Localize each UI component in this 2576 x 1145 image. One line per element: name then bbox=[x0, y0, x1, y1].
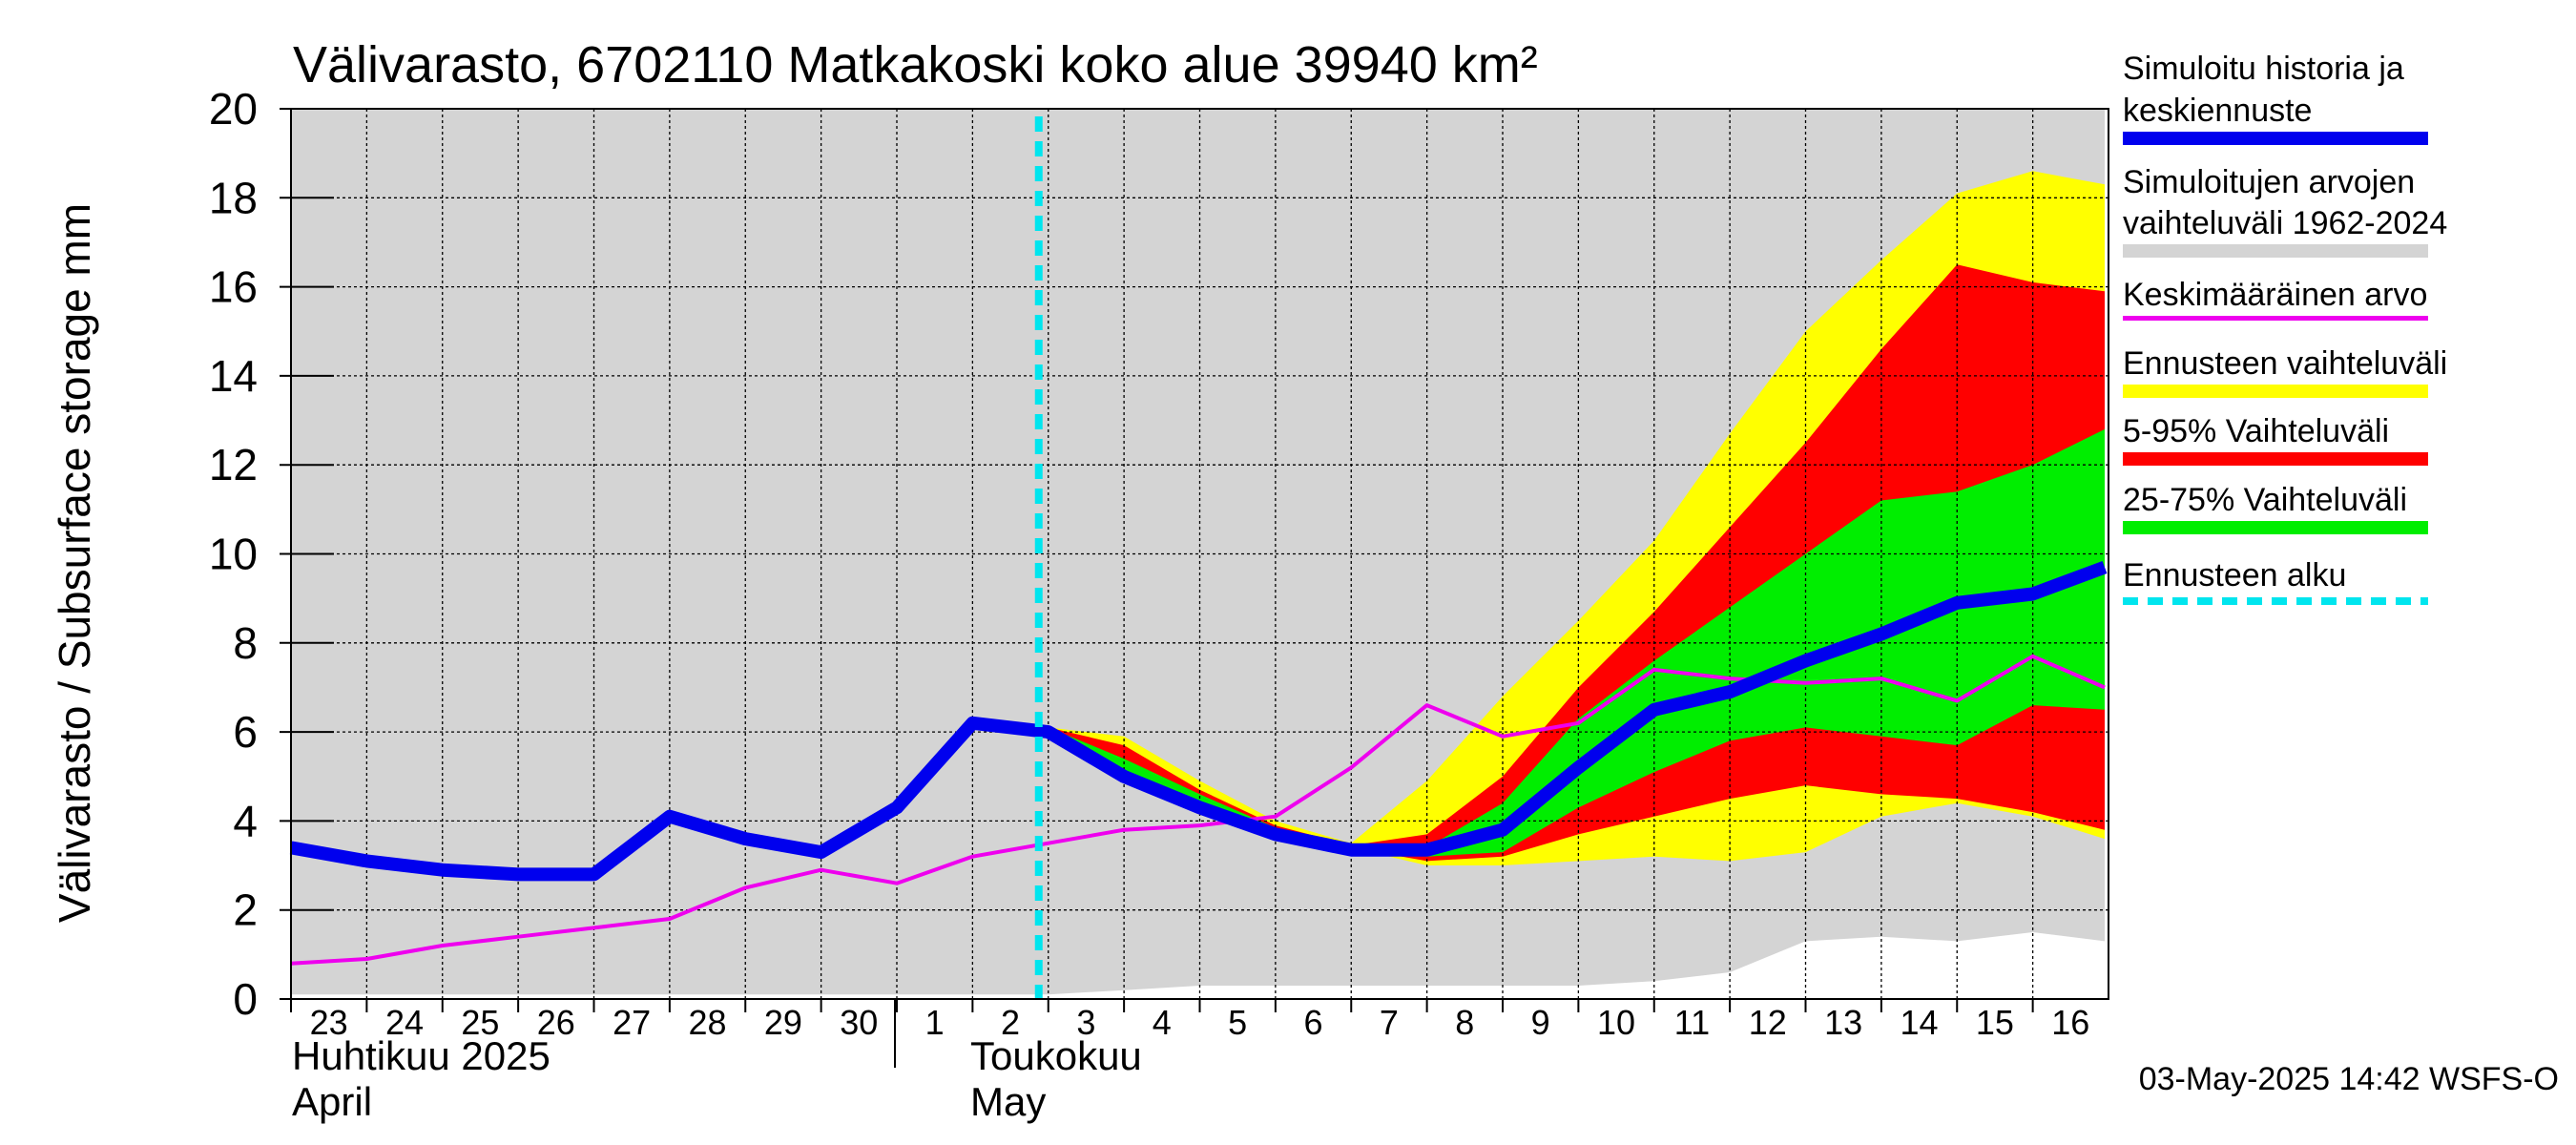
x-tick-label: 8 bbox=[1455, 1003, 1474, 1042]
x-tick-label: 9 bbox=[1531, 1003, 1550, 1042]
x-tick-label: 14 bbox=[1901, 1003, 1939, 1042]
x-tick-label: 25 bbox=[461, 1003, 499, 1042]
y-tick-label: 18 bbox=[209, 173, 258, 222]
x-tick-label: 12 bbox=[1749, 1003, 1787, 1042]
y-tick-label: 10 bbox=[209, 530, 258, 579]
series bbox=[289, 116, 2108, 999]
timestamp: 03-May-2025 14:42 WSFS-O bbox=[2139, 1061, 2559, 1097]
x-tick-label: 6 bbox=[1304, 1003, 1323, 1042]
y-tick-label: 6 bbox=[233, 707, 258, 757]
x-tick-label: 29 bbox=[764, 1003, 802, 1042]
legend-swatch-mean bbox=[2123, 316, 2428, 321]
y-tick-label: 12 bbox=[209, 440, 258, 489]
y-tick-label: 8 bbox=[233, 618, 258, 668]
y-axis-label: Välivarasto / Subsurface storage mm bbox=[50, 203, 99, 923]
legend-label-mean: Keskimääräinen arvo bbox=[2123, 277, 2427, 313]
y-tick-label: 2 bbox=[233, 885, 258, 935]
chart-title: Välivarasto, 6702110 Matkakoski koko alu… bbox=[293, 36, 1538, 94]
x-tick-label: 2 bbox=[1001, 1003, 1020, 1042]
plot-area bbox=[291, 109, 2109, 999]
x-tick-label: 27 bbox=[613, 1003, 651, 1042]
x-tick-label: 10 bbox=[1597, 1003, 1635, 1042]
legend: Simuloitu historia ja keskiennuste Simul… bbox=[2123, 51, 2447, 605]
legend-label-range-2: vaihteluväli 1962-2024 bbox=[2123, 205, 2447, 241]
legend-label-forecast-start: Ennusteen alku bbox=[2123, 557, 2346, 593]
x-tick-label: 4 bbox=[1153, 1003, 1172, 1042]
x-tick-label: 28 bbox=[689, 1003, 727, 1042]
x-tick-label: 11 bbox=[1674, 1003, 1710, 1042]
legend-swatch-p5-95 bbox=[2123, 452, 2428, 466]
legend-label-ensemble: Ennusteen vaihteluväli bbox=[2123, 345, 2447, 382]
x-tick-label: 15 bbox=[1976, 1003, 2014, 1042]
p25-75-band bbox=[1048, 428, 2105, 857]
y-tick-label: 0 bbox=[233, 974, 258, 1024]
y-tick-label: 14 bbox=[209, 351, 258, 401]
month-label-may-en: May bbox=[970, 1079, 1046, 1124]
x-tick-label: 16 bbox=[2051, 1003, 2089, 1042]
x-tick-label: 23 bbox=[310, 1003, 348, 1042]
legend-swatch-simulated bbox=[2123, 132, 2428, 145]
mean-value-line bbox=[290, 654, 2106, 966]
month-label-april-en: April bbox=[292, 1079, 372, 1124]
legend-swatch-p25-75 bbox=[2123, 521, 2428, 534]
x-tick-label: 13 bbox=[1824, 1003, 1862, 1042]
x-tick-label: 5 bbox=[1228, 1003, 1247, 1042]
x-tick-label: 3 bbox=[1076, 1003, 1095, 1042]
y-tick-label: 20 bbox=[209, 84, 258, 134]
legend-swatch-range bbox=[2123, 244, 2428, 258]
legend-swatch-ensemble bbox=[2123, 385, 2428, 398]
legend-label-range-1: Simuloitujen arvojen bbox=[2123, 164, 2415, 200]
x-tick-label: 30 bbox=[840, 1003, 878, 1042]
simulated-median-line bbox=[289, 560, 2108, 882]
legend-label-p5-95: 5-95% Vaihteluväli bbox=[2123, 413, 2389, 449]
legend-label-p25-75: 25-75% Vaihteluväli bbox=[2123, 482, 2407, 518]
x-tick-label: 24 bbox=[385, 1003, 424, 1042]
x-tick-label: 7 bbox=[1380, 1003, 1399, 1042]
legend-label-simulated-2: keskiennuste bbox=[2123, 93, 2312, 129]
y-tick-label: 16 bbox=[209, 262, 258, 312]
y-tick-label: 4 bbox=[233, 796, 258, 845]
x-tick-label: 1 bbox=[925, 1003, 945, 1042]
month-label-april-fi: Huhtikuu 2025 bbox=[292, 1033, 551, 1078]
x-tick-label: 26 bbox=[537, 1003, 575, 1042]
legend-label-simulated-1: Simuloitu historia ja bbox=[2123, 51, 2404, 87]
month-label-may-fi: Toukokuu bbox=[970, 1033, 1142, 1078]
